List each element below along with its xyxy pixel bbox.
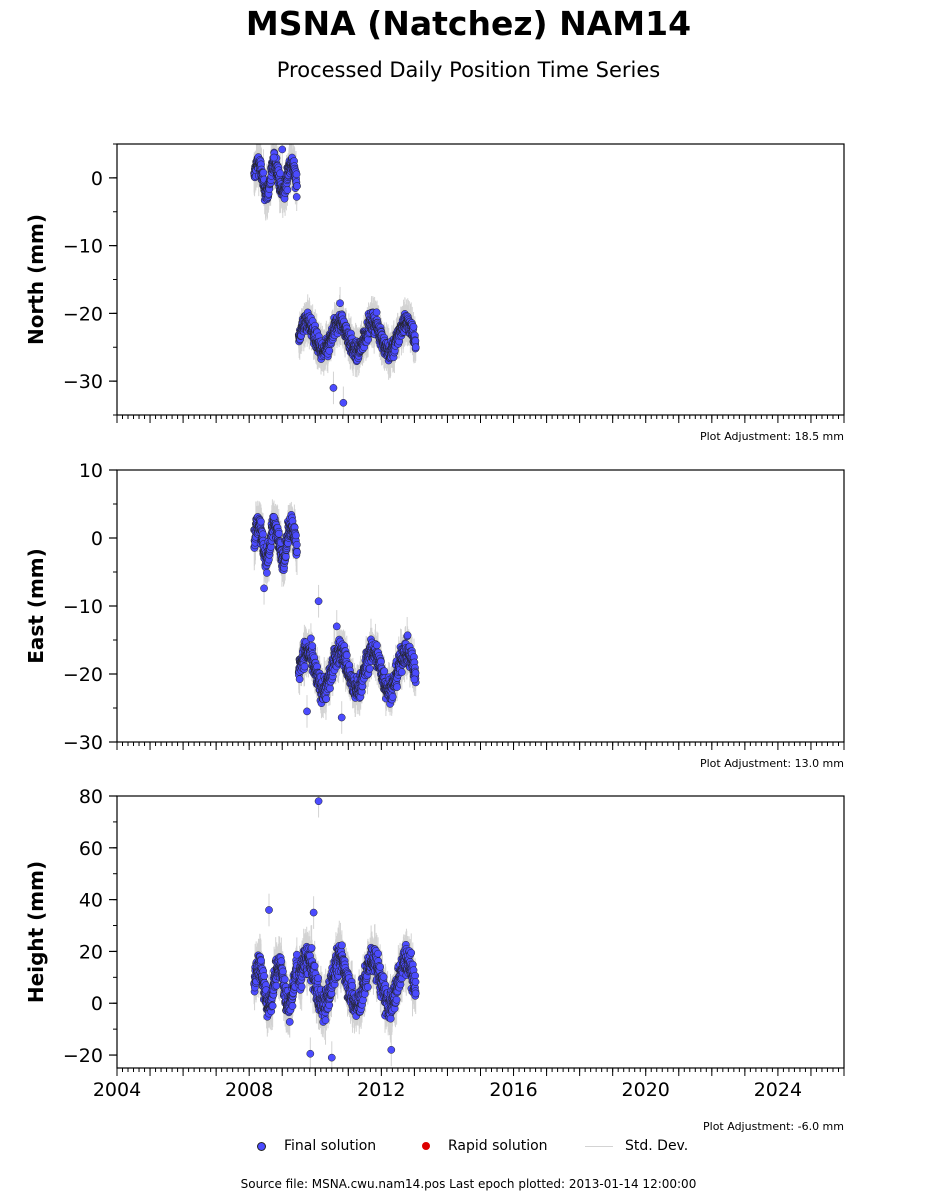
data-point (292, 540, 301, 549)
chart-title: MSNA (Natchez) NAM14 (245, 4, 692, 43)
y-tick-label: 10 (79, 460, 103, 482)
y-axis-label: East (mm) (24, 548, 48, 664)
data-point (270, 153, 278, 162)
axes-frame (116, 143, 845, 416)
std-dev-bars (253, 796, 417, 1068)
plot-adjustment-label: Plot Adjustment: 13.0 mm (700, 757, 844, 770)
data-point (325, 346, 334, 355)
data-point (373, 641, 381, 650)
data-points (250, 510, 420, 722)
data-point (410, 675, 419, 684)
panel-north: 0 −10 −20 −30 North (mm) Plot Adjustment: 18.… (24, 143, 845, 443)
y-tick-label: −20 (63, 664, 103, 686)
data-point (337, 713, 346, 722)
data-point (275, 529, 283, 538)
data-point (411, 669, 420, 677)
data-point (308, 642, 317, 650)
plot-adjustment-label: Plot Adjustment: 18.5 mm (700, 430, 844, 443)
data-point (393, 683, 401, 691)
data-point (307, 634, 315, 643)
data-point (409, 322, 418, 331)
panel-height: 2004 2008 2012 2016 2020 2024806040200−20Heig… (24, 786, 845, 1133)
data-point (260, 584, 268, 593)
data-point (342, 651, 351, 660)
data-point (303, 707, 311, 716)
data-point (270, 513, 278, 521)
data-point (292, 531, 300, 540)
y-tick-label: −10 (63, 596, 103, 618)
data-point (293, 548, 301, 556)
data-point (329, 384, 338, 392)
data-point (257, 517, 265, 526)
data-point (339, 398, 348, 407)
plot-area (250, 144, 420, 415)
data-point (332, 622, 341, 631)
y-tick-label: −20 (63, 303, 103, 325)
panel-east: 10 0 −10 −20 −30 East (mm) Plot Adjustment: 13… (24, 460, 845, 770)
data-point (380, 667, 389, 676)
data-point (314, 597, 323, 606)
axes-frame (116, 469, 845, 743)
data-point (388, 693, 397, 701)
data-point (336, 299, 344, 308)
data-point (259, 168, 268, 177)
data-point (403, 631, 412, 640)
y-tick-label: −30 (63, 371, 103, 393)
data-point (397, 668, 406, 676)
data-point (411, 337, 420, 345)
data-point (372, 308, 381, 317)
data-point (263, 569, 271, 577)
data-point (283, 186, 292, 194)
data-point (300, 662, 309, 671)
data-point (365, 664, 374, 673)
data-point (411, 343, 420, 352)
y-tick-label: 0 (91, 168, 103, 190)
data-point (292, 170, 301, 179)
data-point (326, 684, 334, 693)
data-point (278, 145, 287, 154)
data-point (281, 552, 290, 561)
data-point (276, 169, 285, 178)
data-point (292, 193, 301, 201)
y-tick-label: −30 (63, 732, 103, 754)
y-tick-label: −10 (63, 236, 103, 258)
plot-area (250, 796, 420, 1068)
y-tick-label: 0 (91, 528, 103, 550)
data-points (250, 145, 420, 407)
data-point (293, 182, 301, 190)
chart-subtitle: Processed Daily Position Time Series (276, 58, 661, 82)
data-point (295, 675, 304, 684)
y-axis-label: North (mm) (24, 214, 48, 345)
plot-area (250, 499, 420, 734)
data-point (322, 695, 331, 703)
